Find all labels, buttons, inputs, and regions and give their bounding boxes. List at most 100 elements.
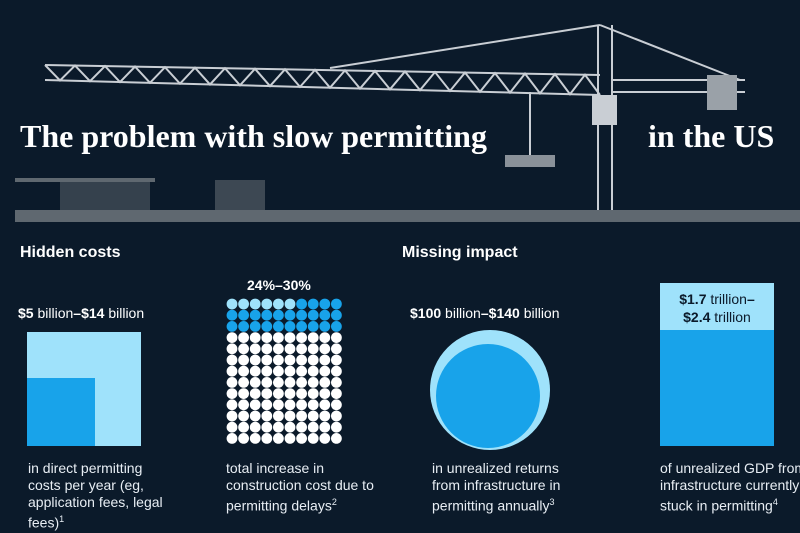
dot: [238, 298, 249, 310]
dot: [249, 298, 261, 310]
dot: [238, 309, 249, 321]
low-estimate-square: [27, 378, 95, 446]
dot: [226, 298, 238, 310]
dot: [331, 421, 342, 433]
dot-grid: [226, 298, 342, 444]
dot: [249, 410, 261, 422]
dot: [296, 298, 307, 310]
dot: [249, 309, 261, 321]
dot: [238, 433, 249, 444]
dot: [284, 365, 296, 377]
dot: [307, 399, 319, 411]
dot: [296, 388, 307, 399]
dot: [307, 321, 319, 332]
dot: [319, 388, 331, 399]
dot: [284, 377, 296, 388]
dot: [226, 433, 238, 444]
dot: [273, 421, 284, 433]
dot: [226, 321, 238, 332]
dot: [261, 343, 273, 355]
dot: [273, 309, 284, 321]
dot: [284, 309, 296, 321]
dot: [284, 343, 296, 355]
dot: [261, 410, 273, 422]
dot: [249, 354, 261, 366]
dot: [331, 321, 342, 332]
dot: [296, 399, 307, 411]
dot: [273, 410, 284, 422]
dot: [296, 343, 307, 355]
dot: [226, 365, 238, 377]
dot: [296, 433, 307, 444]
title-right: in the US: [648, 118, 775, 154]
dot: [319, 365, 331, 377]
dot: [273, 343, 284, 355]
dot: [284, 332, 296, 343]
dot: [284, 298, 296, 310]
dot: [273, 298, 284, 310]
dot: [296, 321, 307, 332]
dot: [226, 388, 238, 399]
dot: [331, 399, 342, 411]
low-estimate-bar: [660, 330, 774, 446]
dot: [284, 421, 296, 433]
dot: [307, 343, 319, 355]
dot: [331, 343, 342, 355]
dot: [226, 332, 238, 343]
dot: [284, 433, 296, 444]
dot: [238, 399, 249, 411]
dot: [319, 399, 331, 411]
dot: [261, 365, 273, 377]
dot: [238, 354, 249, 366]
dot: [331, 433, 342, 444]
cost-increase-desc: total increase in construction cost due …: [226, 460, 374, 514]
dot: [284, 410, 296, 422]
dot: [296, 309, 307, 321]
dot: [238, 388, 249, 399]
dot: [261, 433, 273, 444]
dot: [238, 321, 249, 332]
dot: [284, 354, 296, 366]
direct-costs-desc: in direct permitting costs per year (eg,…: [28, 460, 163, 531]
section-hidden-costs: Hidden costs: [20, 244, 121, 261]
dot: [261, 354, 273, 366]
dot: [307, 354, 319, 366]
dot: [331, 377, 342, 388]
dot: [319, 309, 331, 321]
dot: [296, 354, 307, 366]
dot: [307, 365, 319, 377]
dot: [273, 365, 284, 377]
dot: [331, 298, 342, 310]
dot: [331, 388, 342, 399]
dot: [238, 343, 249, 355]
dot: [319, 433, 331, 444]
returns-value: $100 billion–$140 billion: [410, 305, 560, 321]
dot: [319, 298, 331, 310]
dot: [238, 365, 249, 377]
dot: [284, 399, 296, 411]
dot: [249, 377, 261, 388]
dot: [296, 410, 307, 422]
dot: [331, 410, 342, 422]
dot: [331, 365, 342, 377]
dot: [319, 377, 331, 388]
dot: [319, 421, 331, 433]
dot: [273, 354, 284, 366]
dot: [307, 433, 319, 444]
dot: [273, 388, 284, 399]
dot: [261, 399, 273, 411]
dot: [261, 298, 273, 310]
dot: [319, 410, 331, 422]
dot: [238, 377, 249, 388]
dot: [238, 410, 249, 422]
dot: [273, 321, 284, 332]
dot: [319, 332, 331, 343]
returns-desc: in unrealized returns from infrastructur…: [432, 460, 561, 514]
dot: [331, 332, 342, 343]
low-estimate-circle: [436, 344, 540, 448]
dot: [319, 354, 331, 366]
dot: [307, 410, 319, 422]
dot: [249, 343, 261, 355]
dot: [226, 410, 238, 422]
